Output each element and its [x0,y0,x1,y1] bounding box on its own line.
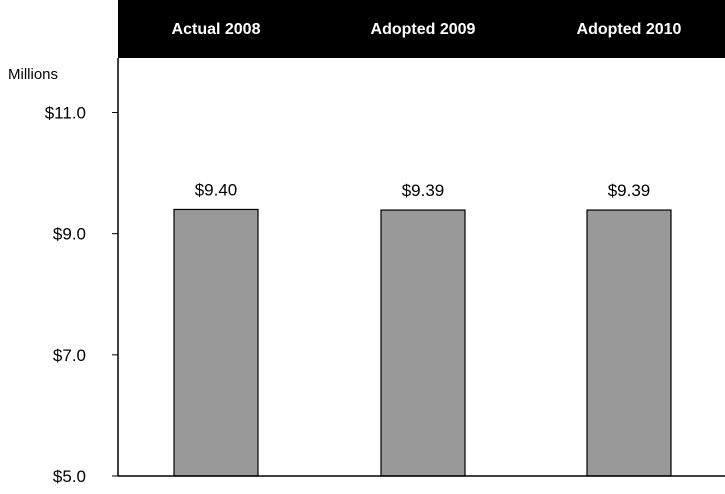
bars [173,208,672,477]
bar-data-label: $9.40 [195,180,238,199]
bar [173,208,259,477]
bar [380,209,466,477]
bar-data-label: $9.39 [402,181,445,200]
y-tick-label: $11.0 [45,104,86,123]
y-axis-unit-label: Millions [8,66,58,83]
data-labels: $9.40 $9.39 $9.39 [195,180,651,200]
category-label: Adopted 2009 [371,21,476,38]
y-axis-ticks: $5.0 $7.0 $9.0 $11.0 [45,104,118,486]
category-label: Adopted 2010 [577,21,682,38]
y-tick-label: $9.0 [53,225,86,244]
category-header-band [118,0,725,58]
category-label: Actual 2008 [172,21,261,38]
bar-data-label: $9.39 [608,181,651,200]
category-header-labels: Actual 2008 Adopted 2009 Adopted 2010 [172,21,682,38]
y-tick-label: $7.0 [53,346,86,365]
bar [586,209,672,477]
y-tick-label: $5.0 [53,467,86,486]
